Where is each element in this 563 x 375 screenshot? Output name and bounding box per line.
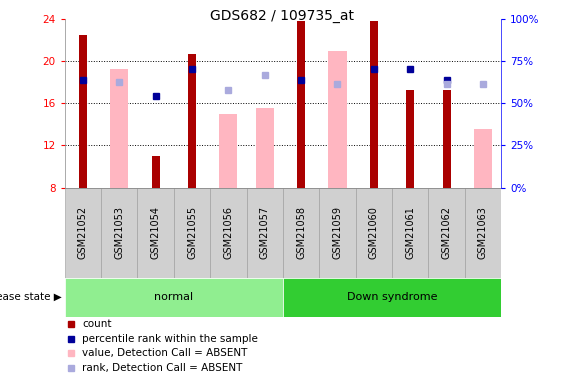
Bar	[137, 188, 174, 278]
Text: GSM21061: GSM21061	[405, 206, 415, 259]
Text: value, Detection Call = ABSENT: value, Detection Call = ABSENT	[82, 348, 248, 358]
Bar	[474, 129, 492, 188]
Bar	[406, 90, 414, 188]
Text: disease state ▶: disease state ▶	[0, 292, 62, 302]
Bar	[174, 188, 210, 278]
Bar	[319, 188, 356, 278]
Text: normal: normal	[154, 292, 193, 302]
Bar	[283, 188, 319, 278]
Bar	[464, 188, 501, 278]
Bar	[256, 108, 274, 188]
Bar	[283, 278, 501, 317]
Bar	[443, 90, 450, 188]
Bar	[219, 114, 238, 188]
Text: rank, Detection Call = ABSENT: rank, Detection Call = ABSENT	[82, 363, 243, 373]
Bar	[65, 188, 101, 278]
Bar	[65, 278, 283, 317]
Bar	[188, 54, 196, 188]
Bar	[370, 21, 378, 188]
Text: GSM21062: GSM21062	[441, 206, 452, 259]
Text: percentile rank within the sample: percentile rank within the sample	[82, 334, 258, 344]
Text: GSM21054: GSM21054	[151, 206, 160, 259]
Text: Down syndrome: Down syndrome	[347, 292, 437, 302]
Text: GSM21053: GSM21053	[114, 206, 124, 259]
Text: GSM21052: GSM21052	[78, 206, 88, 259]
Bar	[110, 69, 128, 188]
Text: GSM21058: GSM21058	[296, 206, 306, 259]
Text: GDS682 / 109735_at: GDS682 / 109735_at	[209, 9, 354, 23]
Text: GSM21056: GSM21056	[224, 206, 234, 259]
Bar	[297, 21, 305, 188]
Bar	[356, 188, 392, 278]
Bar	[79, 34, 87, 188]
Text: GSM21063: GSM21063	[478, 206, 488, 259]
Text: GSM21055: GSM21055	[187, 206, 197, 259]
Text: GSM21060: GSM21060	[369, 206, 379, 259]
Bar	[392, 188, 428, 278]
Bar	[101, 188, 137, 278]
Bar	[428, 188, 464, 278]
Bar	[151, 156, 160, 188]
Text: GSM21057: GSM21057	[260, 206, 270, 259]
Text: count: count	[82, 319, 111, 329]
Bar	[210, 188, 247, 278]
Bar	[328, 51, 347, 188]
Text: GSM21059: GSM21059	[332, 206, 342, 259]
Bar	[247, 188, 283, 278]
